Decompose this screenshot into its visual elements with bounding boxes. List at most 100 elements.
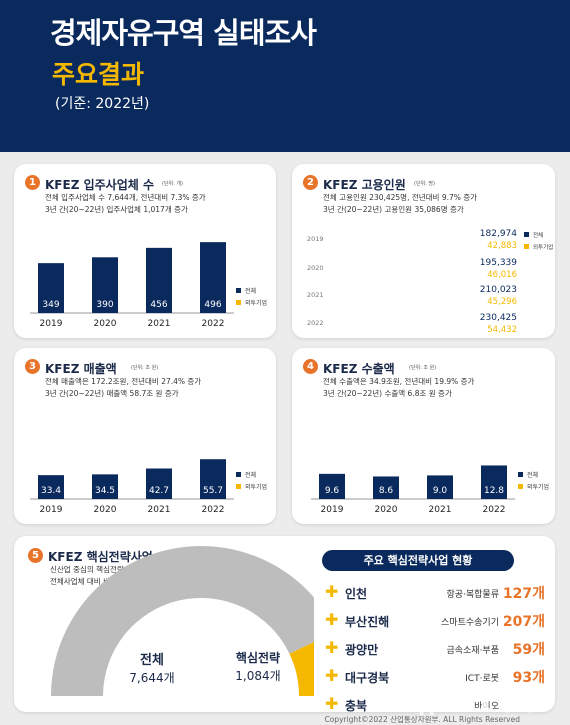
highlight-row: ✚ 인천 항공·복합물류 127개	[325, 582, 545, 604]
highlights-title: 주요 핵심전략사업 현황	[322, 550, 514, 571]
tick-label: 2020	[307, 264, 324, 272]
data-label: 195,339	[480, 258, 517, 268]
tick-label: 2019	[307, 235, 324, 243]
chart-strategic-donut: 전체 7,644개 핵심전략 1,084개	[51, 546, 314, 696]
desc-line-2: 전체사업체 대비 비중 14.2%	[50, 577, 144, 586]
card-number-badge: 2	[303, 175, 318, 190]
bar	[200, 459, 226, 499]
card-title: KFEZ 수출액	[323, 362, 395, 376]
desc-line-2: 3년 간(20~22년) 입주사업체 1,017개 증가	[45, 205, 188, 214]
slice-value: 1,084개	[235, 669, 280, 683]
legend-label: 외투기업	[527, 483, 549, 491]
page-title: 경제자유구역 실태조사	[50, 16, 317, 50]
plus-icon: ✚	[325, 610, 339, 629]
tick-label: 2022	[202, 505, 225, 515]
card-desc: 전체 입주사업체 수 7,644개, 전년대비 7.3% 증가 3년 간(20~…	[45, 192, 206, 216]
legend-swatch	[524, 244, 529, 249]
bar	[200, 242, 226, 313]
slice-label: 핵심전략	[236, 650, 280, 665]
legend-swatch	[236, 300, 241, 305]
legend-label: 전체	[245, 471, 256, 479]
legend-label: 외투기업	[533, 243, 553, 251]
highlight-region: 충북	[345, 699, 368, 713]
highlight-count: 93개	[512, 670, 545, 686]
desc-line-1: 전체 수출액은 34.9조원, 전년대비 19.9% 증가	[323, 377, 475, 386]
highlight-row: ✚ 광양만 금속소재·부품 59개	[325, 638, 545, 660]
copyright: Copyright©2022 산업통상자원부. ALL Rights Reser…	[324, 715, 520, 724]
card-number-badge: 1	[25, 175, 40, 190]
tick-label: 2021	[148, 319, 171, 329]
legend-label: 전체	[527, 471, 538, 479]
highlight-region: 인천	[345, 587, 368, 601]
plus-icon: ✚	[325, 666, 339, 685]
data-label: 349	[42, 300, 59, 310]
card-employment: 2 KFEZ 고용인원 (단위: 명) 전체 고용인원 230,425명, 전년…	[292, 164, 555, 338]
data-label: 54,432	[487, 325, 517, 335]
card-unit: (단위: 개)	[162, 181, 183, 187]
card-title: KFEZ 핵심전략사업	[48, 550, 153, 564]
bar	[38, 475, 64, 499]
data-label: 210,023	[480, 285, 517, 295]
tick-label: 2021	[307, 291, 324, 299]
highlight-industry: 바이오	[474, 702, 499, 712]
tick-label: 2021	[148, 505, 171, 515]
tick-label: 2019	[321, 505, 344, 515]
legend-swatch	[524, 232, 529, 237]
highlight-region: 부산진해	[345, 615, 390, 629]
legend-swatch	[518, 472, 523, 477]
data-label: 390	[96, 300, 113, 310]
data-label: 456	[150, 300, 167, 310]
card-desc: 신산업 중심의 핵심전략사업은 1,084개로 전체사업체 대비 비중 14.2…	[50, 564, 182, 588]
legend-label: 전체	[533, 231, 543, 239]
chart-employment: 2019 182,974 42,883 2020 195,339 46,016 2021 21…	[307, 229, 553, 335]
desc-line-1: 신산업 중심의 핵심전략사업은 1,084개로	[50, 565, 183, 574]
highlight-row: ✚ 대구경북 ICT·로봇 93개	[325, 666, 545, 688]
card-exports: 4 KFEZ 수출액 (단위: 조 원) 전체 수출액은 34.9조원, 전년대…	[292, 348, 555, 524]
tick-label: 2020	[94, 505, 117, 515]
highlight-region: 광양만	[345, 643, 379, 657]
bar	[481, 465, 507, 499]
data-label: 55.7	[203, 486, 223, 496]
bar	[38, 263, 64, 313]
card-number-badge: 4	[303, 359, 318, 374]
data-label: 46,016	[487, 270, 517, 280]
bar	[146, 247, 172, 313]
legend-swatch	[236, 484, 241, 489]
tick-label: 2019	[40, 505, 63, 515]
card-number-badge: 5	[28, 548, 43, 563]
tick-label: 2020	[375, 505, 398, 515]
legend-swatch	[518, 484, 523, 489]
legend-label: 전체	[245, 287, 256, 295]
data-label: 42,883	[487, 241, 517, 251]
highlight-industry: 스마트수송기기	[441, 618, 499, 628]
donut-slice-strategic	[289, 642, 314, 696]
card-companies: 1 KFEZ 입주사업체 수 (단위: 개) 전체 입주사업체 수 7,644개…	[14, 164, 276, 338]
highlight-count: 59개	[512, 642, 545, 658]
data-label: 33.4	[41, 486, 61, 496]
data-label: 496	[204, 300, 221, 310]
card-title: KFEZ 입주사업체 수	[45, 178, 154, 192]
tick-label: 2022	[307, 319, 324, 327]
bar	[92, 257, 118, 313]
bar	[319, 473, 345, 499]
basis-year: (기준: 2022년)	[55, 96, 150, 112]
header-banner: 경제자유구역 실태조사 주요결과 (기준: 2022년)	[0, 0, 570, 152]
data-label: 9.0	[433, 486, 448, 496]
highlight-industry: 항공·복합물류	[446, 590, 499, 600]
highlight-row: ✚ 충북 바이오	[325, 694, 545, 716]
bar	[92, 474, 118, 499]
data-label: 42.7	[149, 486, 169, 496]
tick-label: 2019	[40, 319, 63, 329]
plus-icon: ✚	[325, 638, 339, 657]
desc-line-2: 3년 간(20~22년) 고용인원 35,086명 증가	[323, 205, 464, 214]
slice-label: 전체	[140, 652, 164, 668]
data-label: 45,296	[487, 297, 517, 307]
legend-label: 외투기업	[245, 299, 267, 307]
highlight-count: 207개	[502, 614, 545, 630]
card-unit: (단위: 조 원)	[409, 365, 437, 371]
card-unit: (단위: 조 원)	[131, 365, 159, 371]
card-desc: 전체 고용인원 230,425명, 전년대비 9.7% 증가 3년 간(20~2…	[323, 192, 477, 216]
card-title: KFEZ 고용인원	[323, 178, 406, 192]
highlight-region: 대구경북	[345, 671, 390, 685]
